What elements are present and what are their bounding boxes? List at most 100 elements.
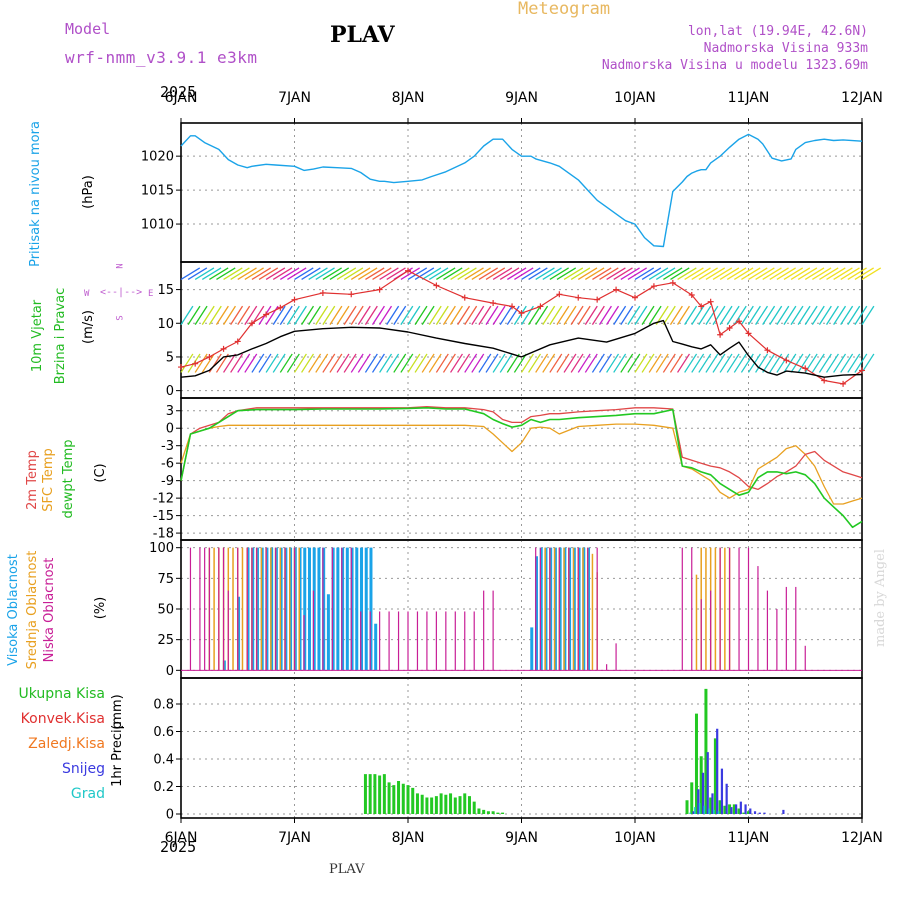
wind-barb <box>677 305 690 325</box>
wind-gust-marker <box>234 338 241 345</box>
legend-konvek: Konvek.Kisa <box>20 711 105 727</box>
wind-barb <box>251 267 272 281</box>
wind-barb <box>620 353 634 373</box>
wind-barb <box>421 305 435 325</box>
wind-barb <box>712 267 733 281</box>
wind-gust-marker <box>263 311 270 318</box>
wind-barb <box>577 267 598 281</box>
wind-gust-marker <box>461 294 468 301</box>
y-tick-label: 0 <box>166 808 174 823</box>
wind-gust-marker <box>783 357 790 364</box>
wind-barb <box>265 267 286 281</box>
y-tick-label: -9 <box>161 474 174 489</box>
wind-barb <box>705 267 726 281</box>
wind-barb <box>279 353 293 373</box>
y-tick-label: 25 <box>157 633 174 648</box>
wind-barb <box>379 353 393 373</box>
wind-gust-marker <box>518 310 525 317</box>
wind-barb <box>336 267 357 281</box>
wind-barb <box>237 353 251 373</box>
wind-barb <box>350 353 364 373</box>
wind-barb <box>840 305 854 325</box>
wind-barb <box>613 305 627 325</box>
wind-barb <box>364 353 378 373</box>
wind-barb <box>684 353 698 373</box>
wind-barb <box>520 353 534 373</box>
wind-barb <box>230 267 250 281</box>
wind-barb <box>258 267 279 281</box>
wind-gust-marker <box>802 365 809 372</box>
wind-gust-marker <box>291 296 298 303</box>
x-tick-label: 12JAN <box>841 90 883 106</box>
year-label-bottom: 2025 <box>160 838 197 856</box>
wind-barb <box>606 305 620 325</box>
wind-barb <box>215 305 229 325</box>
y-tick-label: -6 <box>161 457 174 472</box>
year-label-top: 2025 <box>160 83 197 101</box>
wind-barb <box>379 267 399 281</box>
wind-barb <box>712 353 726 373</box>
wind-barb <box>400 353 414 373</box>
wind-barb <box>322 353 336 373</box>
wind-barb <box>627 267 648 281</box>
wind-barb <box>861 305 875 325</box>
x-tick-label: 11JAN <box>728 830 770 846</box>
wind-barb <box>485 267 506 281</box>
wind-gust-marker <box>248 320 255 327</box>
wind-barb <box>825 353 839 373</box>
wind-barb <box>386 353 400 373</box>
x-tick-label: 9JAN <box>505 830 538 846</box>
wind-barb <box>421 353 435 373</box>
wind-barb <box>790 305 804 325</box>
wind-barb <box>598 305 612 325</box>
wind-gust-marker <box>764 347 771 354</box>
wind-barb <box>315 267 335 281</box>
x-tick-label: 6JAN <box>165 90 198 106</box>
x-tick-label: 7JAN <box>278 830 311 846</box>
y-tick-label: 0.6 <box>153 725 174 740</box>
wind-barb <box>854 305 868 325</box>
wind-barb <box>698 305 712 325</box>
model-name: wrf-nmm_v3.9.1 e3km <box>65 48 258 67</box>
wind-barb <box>705 353 719 373</box>
wind-barb <box>471 305 485 325</box>
wind-barb <box>669 353 683 373</box>
wind-barb <box>194 353 208 373</box>
wind-barb <box>436 267 456 281</box>
y-tick-label: 75 <box>157 572 174 587</box>
wind-barb <box>670 267 690 281</box>
wind-barb <box>535 305 549 325</box>
wind-gust-marker <box>707 298 714 305</box>
wind-barb <box>641 267 662 281</box>
legend-snijeg: Snijeg <box>61 761 105 777</box>
wind-barb <box>400 305 414 325</box>
wind-barb <box>180 305 194 325</box>
wind-barb <box>769 267 789 281</box>
wind-barb <box>237 267 257 281</box>
model-label: Model <box>65 20 111 38</box>
wind-barb <box>442 353 456 373</box>
wind-barb <box>783 353 797 373</box>
wind-barb <box>428 267 449 281</box>
wind-barb <box>371 353 385 373</box>
wind-barb <box>613 353 627 373</box>
wind-gust-marker <box>537 303 544 310</box>
wind-barb <box>499 305 513 325</box>
wind-barb <box>223 267 243 281</box>
wind-barb <box>350 305 364 325</box>
wind-barb <box>542 353 556 373</box>
wind-gust-marker <box>745 330 752 337</box>
wind-barb <box>279 305 293 325</box>
wind-barb <box>776 267 796 281</box>
x-tick-label: 10JAN <box>614 830 656 846</box>
wind-barb <box>663 267 683 281</box>
wind-barb <box>762 353 776 373</box>
wind-barb <box>733 267 754 281</box>
wind-barb <box>769 305 783 325</box>
wind-barb <box>861 267 882 281</box>
wind-barb <box>592 267 612 281</box>
x-tick-label: 10JAN <box>614 90 656 106</box>
wind-gust-marker <box>192 360 199 367</box>
wind-barb <box>641 353 655 373</box>
y-tick-label: -18 <box>153 527 174 542</box>
